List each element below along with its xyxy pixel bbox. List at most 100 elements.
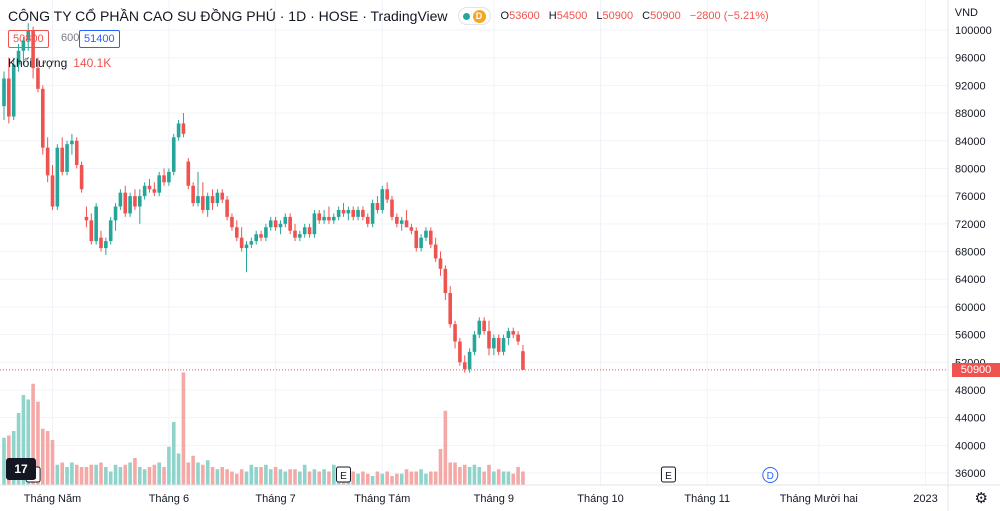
currency-label[interactable]: VND [954,7,978,19]
candle-body [244,244,249,249]
volume-bar [409,471,414,485]
volume-bar [147,467,152,485]
volume-bar [162,467,166,485]
volume-legend[interactable]: Khối lượng 140.1K [8,56,111,70]
candle-body [99,237,103,249]
candle-body [346,209,351,214]
candle-body [50,175,55,207]
candle-body [41,88,45,148]
price-tick-label: 92000 [955,80,986,92]
volume-bar [31,383,35,485]
volume-bar [133,458,137,485]
candle-body [21,40,26,51]
buy-button[interactable]: 51400 [79,30,120,48]
price-tick-label: 40000 [955,440,986,452]
price-tick-label: 88000 [955,108,986,120]
earnings-marker [660,466,676,483]
volume-bar [70,462,74,485]
candle-body [60,147,64,172]
volume-bar [157,462,161,485]
volume-bar [123,464,128,485]
candle-body [414,230,419,249]
time-tick-label: Tháng Năm [24,493,81,505]
volume-bar [60,462,64,485]
market-status[interactable]: D [457,7,491,25]
price-tick-label: 68000 [955,247,986,259]
price-tick-label: 60000 [955,302,986,314]
time-tick-label: Tháng 7 [255,493,295,505]
candle-body [220,192,225,200]
candle-body [108,220,113,242]
candle-body [201,196,205,210]
candle-body [113,206,118,221]
volume-bar [496,469,501,485]
volume-bar [186,462,191,485]
volume-bar [99,462,103,485]
candle-body [152,189,157,193]
volume-bar [288,469,292,485]
open-value: 53600 [509,10,540,22]
candle-body [496,338,501,352]
candle-body [133,196,137,207]
price-tick-label: 56000 [955,330,986,342]
price-tick-label: 96000 [955,53,986,65]
volume-bar [327,471,331,485]
volume-bar [89,464,94,485]
candle-body [89,220,94,242]
candle-body [492,338,496,349]
volume-bar [467,467,472,485]
volume-bar [332,464,336,485]
volume-bar [429,471,433,485]
candle-body [462,362,467,370]
volume-bar [191,455,195,485]
volume-bar [293,469,297,485]
volume-bar [399,473,404,485]
volume-bar [433,471,438,485]
candle-body [356,209,360,217]
volume-bar [41,428,45,485]
symbol-title[interactable]: CÔNG TY CỔ PHẦN CAO SU ĐỒNG PHÚ · 1D · H… [8,8,448,24]
volume-bar [273,467,278,485]
candle-body [429,230,433,245]
candle-body [341,209,346,214]
candle-body [477,320,482,335]
volume-bar [84,467,89,485]
volume-bar [55,464,60,485]
candle-body [36,68,40,89]
candle-body [288,216,292,231]
volume-bar [239,469,244,485]
volume-bar [501,471,506,485]
volume-bar [390,476,394,485]
volume-bar [404,469,409,485]
volume-bar [50,440,55,485]
volume-bar [108,471,113,485]
price-tick-label: 80000 [955,163,986,175]
candle-body [482,320,486,332]
price-tick-label: 36000 [955,468,986,480]
volume-bar [79,467,84,485]
volume-bar [128,462,132,485]
gear-icon[interactable]: ⚙ [974,490,988,507]
volume-bar [142,469,147,485]
candle-body [467,351,472,370]
volume-bar [477,467,482,485]
volume-bar [225,469,229,485]
candle-body [123,192,128,214]
candle-body [239,237,244,249]
volume-bar [443,410,448,485]
candle-body [370,203,375,224]
volume-bar [521,471,525,485]
volume-bar [424,473,428,485]
volume-bar [395,473,399,485]
candle-body [176,123,181,138]
tradingview-logo[interactable]: 17 [6,458,36,480]
candle-body [399,220,404,224]
candle-body [516,334,520,342]
candle-body [375,203,380,210]
sell-button[interactable]: 50800 [8,30,49,48]
volume-bar [487,464,491,485]
candle-body [351,209,355,217]
candle-body [312,213,317,235]
volume-bar [21,395,26,485]
